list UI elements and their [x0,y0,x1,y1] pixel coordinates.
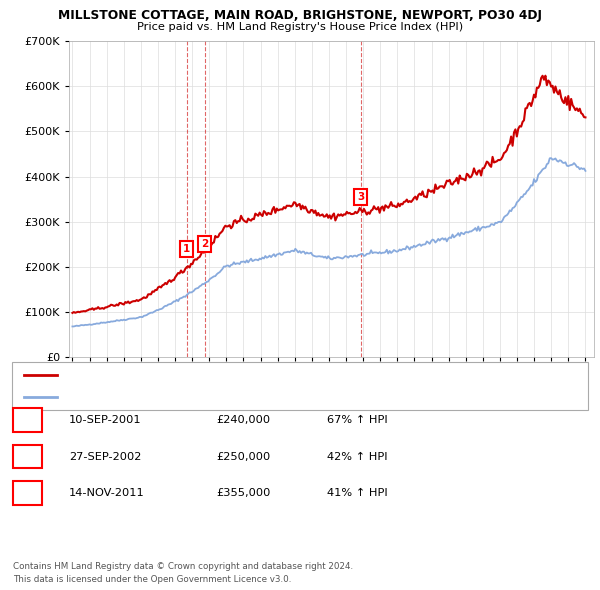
Text: HPI: Average price, detached house, Isle of Wight: HPI: Average price, detached house, Isle… [63,392,310,402]
Text: £250,000: £250,000 [216,452,270,461]
Text: 14-NOV-2011: 14-NOV-2011 [69,489,145,498]
Text: £355,000: £355,000 [216,489,271,498]
Text: £240,000: £240,000 [216,415,270,425]
Text: 1: 1 [183,244,190,254]
Text: 41% ↑ HPI: 41% ↑ HPI [327,489,388,498]
Text: MILLSTONE COTTAGE, MAIN ROAD, BRIGHSTONE, NEWPORT, PO30 4DJ (detached house): MILLSTONE COTTAGE, MAIN ROAD, BRIGHSTONE… [63,370,505,379]
Text: MILLSTONE COTTAGE, MAIN ROAD, BRIGHSTONE, NEWPORT, PO30 4DJ: MILLSTONE COTTAGE, MAIN ROAD, BRIGHSTONE… [58,9,542,22]
Text: 2: 2 [201,239,208,249]
Text: 1: 1 [23,414,32,427]
Text: 10-SEP-2001: 10-SEP-2001 [69,415,142,425]
Text: Price paid vs. HM Land Registry's House Price Index (HPI): Price paid vs. HM Land Registry's House … [137,22,463,32]
Text: 3: 3 [23,487,32,500]
Text: 42% ↑ HPI: 42% ↑ HPI [327,452,388,461]
Text: 67% ↑ HPI: 67% ↑ HPI [327,415,388,425]
Text: 2: 2 [23,450,32,463]
Text: Contains HM Land Registry data © Crown copyright and database right 2024.: Contains HM Land Registry data © Crown c… [13,562,353,571]
Text: This data is licensed under the Open Government Licence v3.0.: This data is licensed under the Open Gov… [13,575,292,584]
Text: 3: 3 [357,192,365,202]
Text: 27-SEP-2002: 27-SEP-2002 [69,452,142,461]
